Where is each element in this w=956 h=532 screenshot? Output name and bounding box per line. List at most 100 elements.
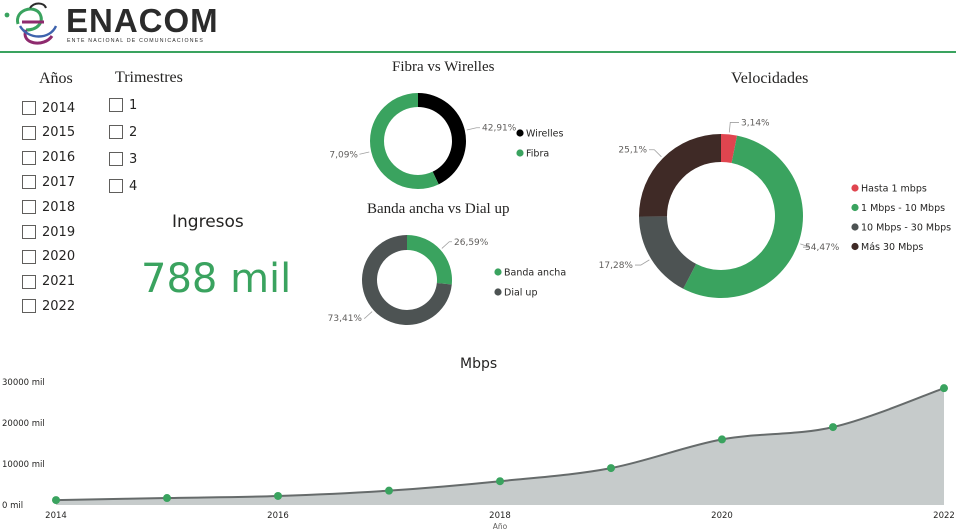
- year-option-2015[interactable]: 2015: [22, 123, 75, 143]
- checkbox[interactable]: [22, 249, 36, 264]
- legend-marker: [851, 184, 859, 192]
- slicer-item-label: 2016: [42, 150, 76, 166]
- kpi-label: Ingresos: [172, 212, 244, 232]
- mbps-area-chart[interactable]: 0 mil 10000 mil 20000 mil 30000 mil 2014 2016…: [0, 372, 956, 532]
- data-point[interactable]: [385, 486, 393, 495]
- report-header: ENACOM ENTE NACIONAL DE COMUNICACIONES: [0, 0, 956, 53]
- x-tick-label: 2022: [933, 511, 955, 521]
- quarter-option-3[interactable]: 3: [109, 149, 137, 169]
- quarter-option-4[interactable]: 4: [109, 176, 137, 196]
- data-label: 25,1%: [618, 146, 647, 156]
- checkbox[interactable]: [22, 225, 36, 239]
- data-point[interactable]: [940, 384, 948, 393]
- data-point[interactable]: [607, 464, 615, 473]
- slicer-item-label: 3: [129, 151, 138, 167]
- leader-line: [466, 127, 480, 131]
- legend-marker: [494, 268, 502, 276]
- kpi-value: 788 mil: [141, 256, 292, 302]
- velocidades-donut-chart[interactable]: 3,14% Hasta 1 mbps 54,47% 1 Mbps - 10 Mbps 1…: [585, 110, 956, 310]
- data-label: 57,09%: [330, 150, 358, 160]
- quarter-option-2[interactable]: 2: [109, 122, 137, 142]
- checkbox[interactable]: [109, 125, 123, 139]
- slicer-item-label: 4: [129, 178, 138, 194]
- y-tick-label: 20000 mil: [2, 419, 45, 429]
- checkbox[interactable]: [22, 150, 36, 165]
- y-tick-label: 10000 mil: [2, 460, 45, 470]
- checkbox[interactable]: [109, 98, 123, 112]
- legend-marker: [851, 203, 859, 212]
- checkbox[interactable]: [109, 152, 123, 166]
- banda-dialup-title: Banda ancha vs Dial up: [367, 201, 510, 217]
- legend-marker: [516, 129, 524, 137]
- checkbox[interactable]: [22, 200, 36, 215]
- year-option-2017[interactable]: 2017: [22, 172, 75, 192]
- year-option-2018[interactable]: 2018: [22, 197, 75, 217]
- x-tick-label: 2016: [267, 511, 289, 521]
- slicer-item-label: 1: [129, 97, 138, 113]
- checkbox[interactable]: [22, 299, 36, 314]
- checkbox[interactable]: [22, 274, 36, 289]
- legend-label[interactable]: Fibra: [526, 149, 549, 160]
- slicer-item-label: 2017: [42, 174, 76, 190]
- year-option-2019[interactable]: 2019: [22, 222, 75, 242]
- data-point[interactable]: [163, 494, 171, 503]
- donut-slice-fibra[interactable]: [370, 93, 439, 189]
- legend-label[interactable]: 1 Mbps - 10 Mbps: [861, 203, 945, 214]
- legend-label[interactable]: Hasta 1 mbps: [861, 184, 927, 195]
- legend-label[interactable]: 10 Mbps - 30 Mbps: [861, 223, 951, 234]
- year-option-2022[interactable]: 2022: [22, 296, 75, 316]
- donut-slice-10-mbps-30-mbps[interactable]: [639, 216, 697, 289]
- x-tick-label: 2018: [489, 511, 511, 521]
- legend-label[interactable]: Wirelles: [526, 129, 563, 140]
- y-tick-label: 0 mil: [2, 501, 23, 511]
- year-option-2016[interactable]: 2016: [22, 148, 75, 168]
- year-option-2020[interactable]: 2020: [22, 247, 75, 267]
- data-point[interactable]: [274, 491, 282, 500]
- fibra-wirelles-donut-chart[interactable]: 42,91% Wirelles 57,09% Fibra: [330, 80, 590, 200]
- leader-line: [635, 259, 650, 266]
- leader-line: [359, 151, 370, 155]
- brand-tagline: ENTE NACIONAL DE COMUNICACIONES: [67, 38, 205, 44]
- data-point[interactable]: [496, 477, 504, 486]
- donut-slice-banda-ancha[interactable]: [407, 235, 452, 285]
- legend-label[interactable]: Banda ancha: [504, 268, 566, 279]
- velocidades-title: Velocidades: [731, 70, 809, 87]
- checkbox[interactable]: [109, 179, 123, 193]
- data-point[interactable]: [52, 496, 60, 505]
- slicer-item-label: 2019: [42, 224, 76, 240]
- checkbox[interactable]: [22, 125, 36, 140]
- legend-marker: [851, 223, 859, 231]
- donut-slice-wirelles[interactable]: [418, 93, 466, 185]
- quarters-slicer-title: Trimestres: [115, 69, 183, 86]
- banda-dialup-donut-chart[interactable]: 26,59% Banda ancha 73,41% Dial up: [320, 222, 590, 334]
- slicer-item-label: 2022: [42, 298, 76, 314]
- year-option-2021[interactable]: 2021: [22, 272, 75, 292]
- legend-label[interactable]: Dial up: [504, 288, 538, 299]
- data-label: 42,91%: [482, 124, 517, 134]
- checkbox[interactable]: [22, 101, 36, 115]
- data-point[interactable]: [829, 423, 837, 432]
- slicer-item-label: 2021: [42, 274, 76, 290]
- donut-slice-1-mbps-10-mbps[interactable]: [683, 135, 804, 299]
- legend-marker: [851, 242, 859, 251]
- data-label: 26,59%: [454, 238, 489, 248]
- fibra-wirelles-title: Fibra vs Wirelles: [392, 59, 495, 75]
- year-option-2014[interactable]: 2014: [22, 98, 75, 118]
- checkbox[interactable]: [22, 175, 36, 190]
- data-point[interactable]: [718, 435, 726, 444]
- donut-slice-m-s-30-mbps[interactable]: [639, 134, 721, 217]
- mbps-chart-title: Mbps: [460, 356, 498, 372]
- slicer-item-label: 2018: [42, 199, 76, 215]
- leader-line: [728, 122, 739, 133]
- donut-slice-dial-up[interactable]: [362, 235, 452, 325]
- data-label: 17,28%: [599, 261, 634, 271]
- leader-line: [364, 311, 373, 319]
- leader-line: [800, 243, 810, 248]
- donut-slice-hasta-1-mbps[interactable]: [721, 134, 738, 164]
- quarter-option-1[interactable]: 1: [109, 95, 137, 115]
- data-label: 3,14%: [741, 118, 770, 128]
- area-fill: [56, 388, 944, 505]
- legend-label[interactable]: Más 30 Mbps: [861, 242, 923, 253]
- leader-line: [441, 241, 452, 249]
- data-label: 73,41%: [328, 314, 363, 324]
